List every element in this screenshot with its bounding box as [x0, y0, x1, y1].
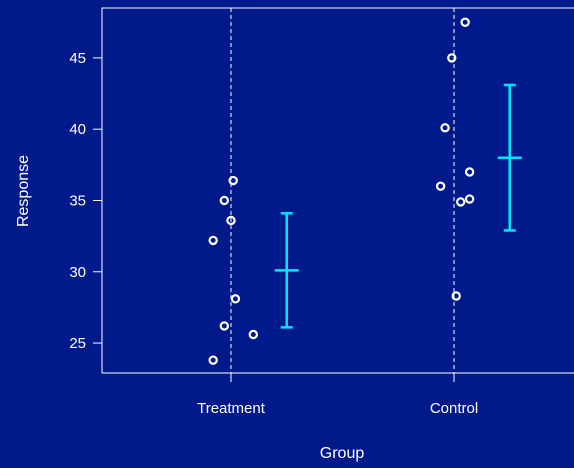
data-point-control	[435, 181, 446, 191]
x-tick-label: Control	[430, 400, 478, 417]
data-point-treatment	[219, 321, 230, 331]
x-axis: Treatment Control	[197, 373, 478, 417]
data-point-control	[440, 123, 450, 133]
y-tick-label: 30	[69, 264, 86, 281]
data-point-treatment	[208, 235, 218, 246]
data-point-treatment	[208, 355, 218, 365]
x-tick-label: Treatment	[197, 400, 266, 417]
data-point-treatment	[248, 329, 258, 340]
interval-bars	[274, 83, 522, 329]
y-tick-label: 40	[69, 121, 86, 138]
data-point-treatment	[228, 175, 238, 186]
data-point-control	[464, 194, 475, 204]
data-point-treatment	[226, 215, 236, 226]
y-axis: 25 30 35 40 45	[69, 50, 102, 352]
y-axis-title: Response	[15, 155, 32, 227]
data-point-control	[460, 17, 470, 27]
data-point-control	[447, 53, 457, 63]
plot-area-frame	[101, 7, 574, 374]
grid-lines	[230, 8, 455, 373]
x-axis-title: Group	[320, 445, 365, 462]
data-point-control	[455, 197, 466, 207]
data-points	[208, 17, 475, 365]
interval-control	[497, 83, 522, 232]
interval-treatment	[274, 212, 299, 329]
data-point-control	[451, 291, 461, 301]
data-point-treatment	[230, 294, 241, 304]
y-tick-label: 25	[69, 335, 86, 352]
y-tick-label: 45	[69, 50, 86, 67]
data-point-control	[464, 167, 475, 177]
y-tick-label: 35	[69, 192, 86, 209]
data-point-treatment	[219, 195, 230, 206]
